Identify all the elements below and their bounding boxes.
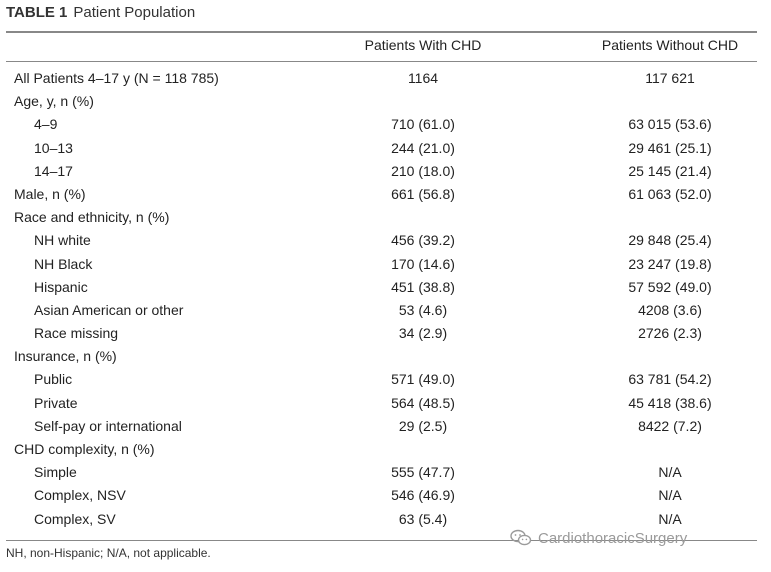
cell-without-chd: 45 418 (38.6) bbox=[628, 394, 712, 411]
cell-without-chd: 63 015 (53.6) bbox=[628, 116, 712, 133]
row-label: NH white bbox=[34, 232, 91, 249]
cell-without-chd: 29 461 (25.1) bbox=[628, 139, 712, 156]
row-label: 14–17 bbox=[34, 162, 73, 179]
cell-with-chd: 170 (14.6) bbox=[391, 255, 455, 272]
cell-with-chd: 29 (2.5) bbox=[398, 417, 448, 434]
table-row: Male, n (%) 661 (56.8) 61 063 (52.0) bbox=[0, 183, 771, 206]
cell-without-chd: 63 781 (54.2) bbox=[628, 371, 712, 388]
table-row: 10–13 244 (21.0) 29 461 (25.1) bbox=[0, 137, 771, 160]
cell-with-chd: 555 (47.7) bbox=[391, 464, 455, 481]
cell-with-chd: 53 (4.6) bbox=[398, 301, 448, 318]
table-row: Race missing 34 (2.9) 2726 (2.3) bbox=[0, 322, 771, 345]
row-label: Public bbox=[34, 371, 73, 388]
top-rule bbox=[6, 31, 757, 33]
cell-with-chd: 34 (2.9) bbox=[398, 325, 448, 342]
row-label: Self-pay or international bbox=[34, 417, 182, 434]
wechat-icon bbox=[510, 529, 532, 546]
cell-without-chd: N/A bbox=[658, 487, 682, 504]
row-label: 4–9 bbox=[34, 116, 58, 133]
table-row: Complex, NSV 546 (46.9) N/A bbox=[0, 484, 771, 507]
cell-without-chd: 2726 (2.3) bbox=[638, 325, 702, 342]
table-row: Complex, SV 63 (5.4) N/A bbox=[0, 508, 771, 531]
row-label: Complex, SV bbox=[34, 510, 116, 527]
cell-without-chd: 23 247 (19.8) bbox=[628, 255, 712, 272]
cell-without-chd: 25 145 (21.4) bbox=[628, 162, 712, 179]
cell-without-chd: 61 063 (52.0) bbox=[628, 185, 712, 202]
table-row: Public 571 (49.0) 63 781 (54.2) bbox=[0, 368, 771, 391]
cell-without-chd: 117 621 bbox=[645, 70, 695, 86]
table-row: All Patients 4–17 y (N = 118 785) 1164 117… bbox=[0, 67, 771, 90]
table-footnote: NH, non-Hispanic; N/A, not applicable. bbox=[6, 546, 211, 560]
row-label: Hispanic bbox=[34, 278, 88, 295]
cell-without-chd: N/A bbox=[658, 510, 682, 527]
table-row: Asian American or other 53 (4.6) 4208 (3.6… bbox=[0, 299, 771, 322]
column-header-with-chd: Patients With CHD bbox=[364, 37, 482, 53]
table-row: Hispanic 451 (38.8) 57 592 (49.0) bbox=[0, 276, 771, 299]
row-label: Asian American or other bbox=[34, 301, 184, 318]
row-label: Age, y, n (%) bbox=[14, 93, 94, 110]
header-rule bbox=[6, 61, 757, 62]
table-row: Self-pay or international 29 (2.5) 8422 (7… bbox=[0, 415, 771, 438]
table-row: NH Black 170 (14.6) 23 247 (19.8) bbox=[0, 253, 771, 276]
cell-with-chd: 1164 bbox=[407, 70, 439, 86]
cell-with-chd: 661 (56.8) bbox=[391, 185, 455, 202]
cell-with-chd: 546 (46.9) bbox=[391, 487, 455, 504]
cell-without-chd: 4208 (3.6) bbox=[638, 301, 702, 318]
row-label: CHD complexity, n (%) bbox=[14, 441, 155, 457]
column-header-without-chd: Patients Without CHD bbox=[601, 37, 739, 53]
cell-with-chd: 451 (38.8) bbox=[391, 278, 455, 295]
cell-without-chd: 57 592 (49.0) bbox=[628, 278, 712, 295]
row-label: Private bbox=[34, 394, 78, 411]
row-label: Male, n (%) bbox=[14, 185, 86, 202]
table-row: CHD complexity, n (%) bbox=[0, 438, 771, 461]
table-row: Insurance, n (%) bbox=[0, 345, 771, 368]
row-label: Race and ethnicity, n (%) bbox=[14, 209, 170, 226]
row-label: Complex, NSV bbox=[34, 487, 126, 504]
row-label: 10–13 bbox=[34, 139, 73, 156]
row-label: Insurance, n (%) bbox=[14, 348, 117, 365]
cell-without-chd: N/A bbox=[658, 464, 682, 481]
row-label: All Patients 4–17 y (N = 118 785) bbox=[14, 70, 219, 86]
cell-with-chd: 63 (5.4) bbox=[398, 510, 448, 527]
table-row: Simple 555 (47.7) N/A bbox=[0, 461, 771, 484]
table-title-text: Patient Population bbox=[73, 4, 196, 21]
row-label: Race missing bbox=[34, 325, 119, 342]
cell-with-chd: 456 (39.2) bbox=[391, 232, 455, 249]
table-row: 14–17 210 (18.0) 25 145 (21.4) bbox=[0, 160, 771, 183]
table-row: NH white 456 (39.2) 29 848 (25.4) bbox=[0, 229, 771, 252]
watermark: CardiothoracicSurgery bbox=[510, 526, 687, 550]
cell-with-chd: 564 (48.5) bbox=[391, 394, 455, 411]
cell-with-chd: 210 (18.0) bbox=[391, 162, 455, 179]
cell-with-chd: 710 (61.0) bbox=[391, 116, 455, 133]
table-body: All Patients 4–17 y (N = 118 785) 1164 117… bbox=[0, 67, 771, 531]
cell-without-chd: 29 848 (25.4) bbox=[628, 232, 712, 249]
table-row: Private 564 (48.5) 45 418 (38.6) bbox=[0, 392, 771, 415]
table-row: Age, y, n (%) bbox=[0, 90, 771, 113]
bottom-rule bbox=[6, 540, 757, 541]
row-label: NH Black bbox=[34, 255, 93, 272]
table-row: 4–9 710 (61.0) 63 015 (53.6) bbox=[0, 113, 771, 136]
table-title: TABLE 1 Patient Population bbox=[6, 4, 195, 21]
cell-with-chd: 244 (21.0) bbox=[391, 139, 455, 156]
cell-without-chd: 8422 (7.2) bbox=[638, 417, 702, 434]
watermark-text: CardiothoracicSurgery bbox=[538, 529, 688, 547]
table-label: TABLE 1 bbox=[6, 4, 68, 21]
cell-with-chd: 571 (49.0) bbox=[391, 371, 455, 388]
table-row: Race and ethnicity, n (%) bbox=[0, 206, 771, 229]
row-label: Simple bbox=[34, 464, 77, 481]
